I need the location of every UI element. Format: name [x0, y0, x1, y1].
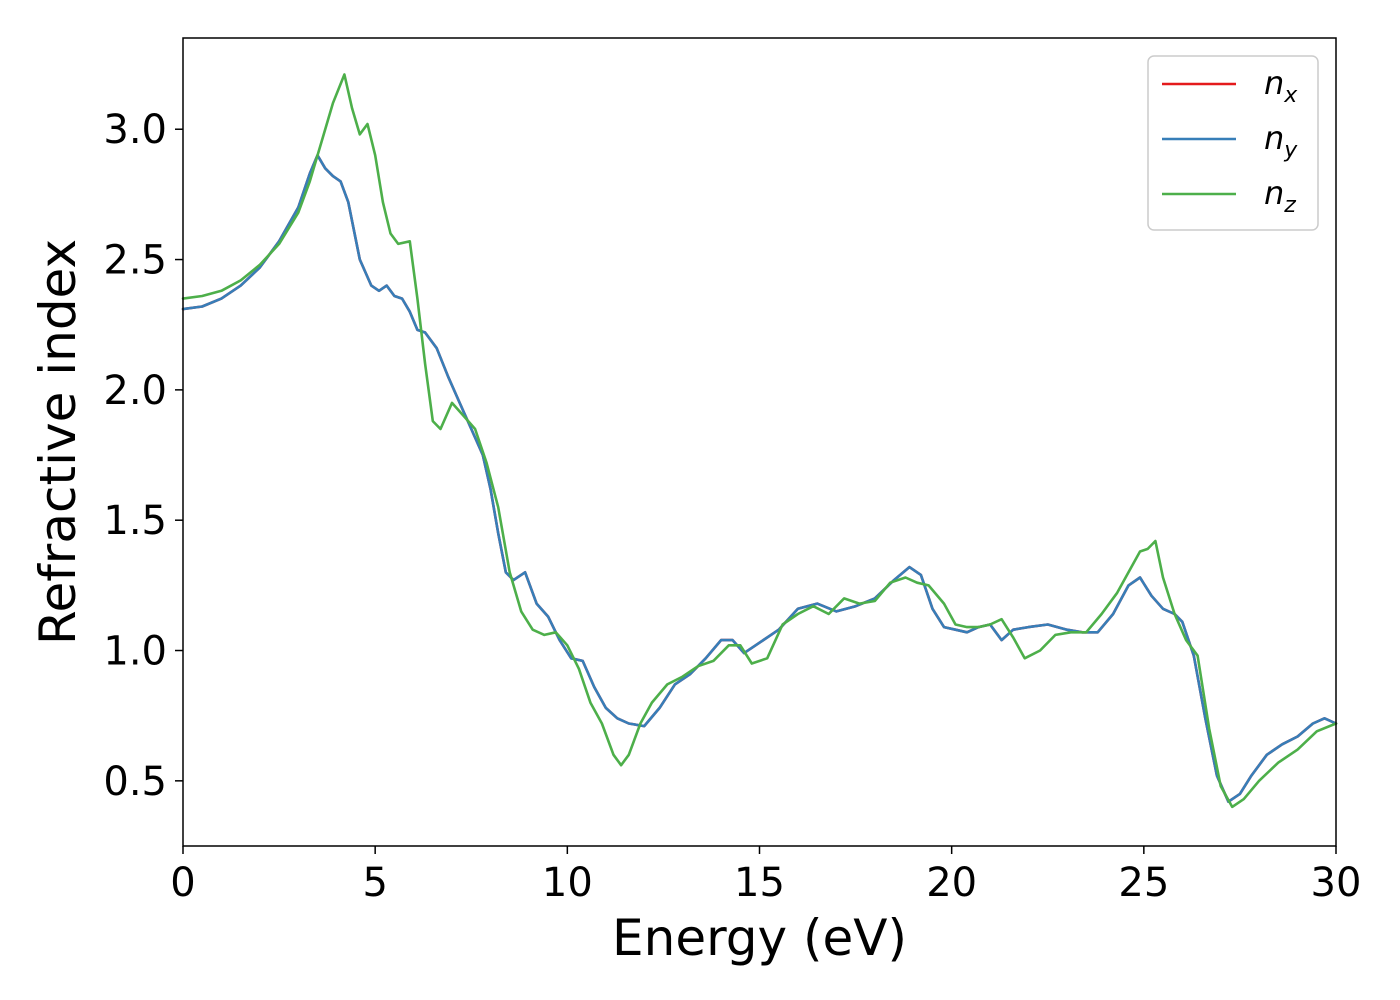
x-tick-label: 20 — [926, 860, 977, 906]
y-tick-label: 2.5 — [103, 238, 167, 284]
x-tick-label: 5 — [362, 860, 387, 906]
legend-label-sub: y — [1283, 138, 1298, 163]
legend-box — [1147, 55, 1319, 231]
series-line-ny — [181, 154, 1338, 803]
legend-label-base: n — [1264, 64, 1284, 102]
x-tick-label: 0 — [170, 860, 195, 906]
y-tick-label: 3.0 — [103, 107, 167, 153]
series-line-nx — [181, 154, 1338, 803]
x-tick-label: 30 — [1311, 860, 1362, 906]
ticks-layer: 0 5 10 15 20 25 30 0.5 1.0 1.5 2.0 2.5 3.0 — [103, 107, 1361, 906]
y-tick-label: 0.5 — [103, 759, 167, 805]
legend-label-sub: x — [1283, 83, 1298, 108]
legend-label-nz: nz — [1264, 174, 1296, 218]
legend-label-sub: z — [1283, 193, 1296, 218]
y-tick-label: 1.0 — [103, 629, 167, 675]
y-axis-title: Refractive index — [29, 239, 87, 645]
y-tick-label: 2.0 — [103, 368, 167, 414]
legend-label-nx: nx — [1264, 64, 1298, 108]
series-line-nz — [181, 73, 1338, 809]
x-tick-label: 10 — [542, 860, 593, 906]
x-tick-label: 15 — [734, 860, 785, 906]
series-layer — [181, 73, 1338, 809]
x-tick-label: 25 — [1118, 860, 1169, 906]
legend-label-base: n — [1264, 119, 1284, 157]
legend-label-base: n — [1264, 174, 1284, 212]
x-axis-title: Energy (eV) — [612, 909, 907, 967]
legend-label-ny: ny — [1264, 119, 1298, 163]
y-tick-label: 1.5 — [103, 498, 167, 544]
